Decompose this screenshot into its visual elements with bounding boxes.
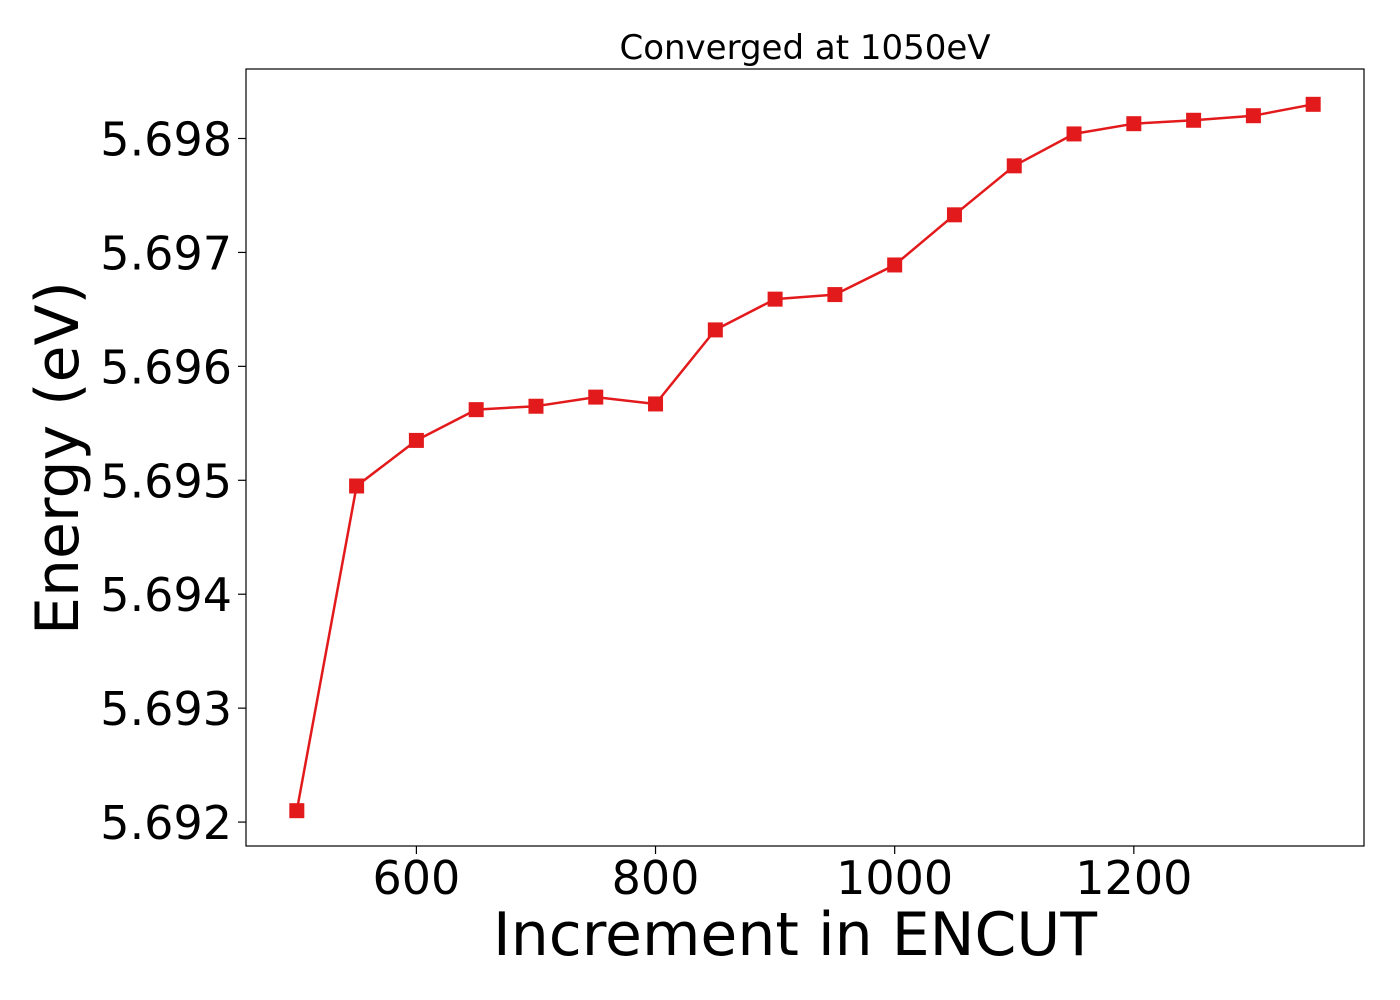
y-tick-label: 5.693 (100, 682, 232, 736)
y-tick-label: 5.692 (100, 796, 232, 850)
data-point-marker (588, 389, 604, 405)
x-tick-label: 1000 (836, 851, 953, 905)
x-tick-label: 1200 (1075, 851, 1192, 905)
data-point-marker (648, 396, 664, 412)
data-point-marker (1245, 108, 1261, 124)
data-point-marker (887, 257, 903, 273)
data-point-marker (408, 432, 424, 448)
x-axis-label: Increment in ENCUT (493, 900, 1097, 970)
axes-frame (245, 68, 1365, 847)
x-tick-label: 800 (612, 851, 700, 905)
data-point-marker (468, 402, 484, 418)
y-tick-label: 5.696 (100, 340, 232, 394)
y-tick-label: 5.694 (100, 568, 232, 622)
data-point-marker (1066, 126, 1082, 142)
data-point-marker (1186, 112, 1202, 128)
data-point-marker (1006, 158, 1022, 174)
y-tick-label: 5.697 (100, 226, 232, 280)
data-point-marker (946, 207, 962, 223)
data-point-marker (349, 478, 365, 494)
data-point-marker (1126, 116, 1142, 132)
x-tick-label: 600 (372, 851, 460, 905)
y-axis-ticks: 5.692 5.693 5.694 5.695 5.696 5.697 5.698 (100, 112, 246, 850)
data-point-marker (528, 398, 544, 414)
x-axis-ticks: 600 800 1000 1200 (372, 846, 1192, 905)
data-point-marker (289, 803, 305, 819)
data-point-marker (707, 322, 723, 338)
data-point-marker (767, 291, 783, 307)
series-line (295, 103, 1314, 811)
y-tick-label: 5.695 (100, 454, 232, 508)
y-tick-label: 5.698 (100, 112, 232, 166)
chart-title: Converged at 1050eV (619, 28, 990, 68)
plot-area (289, 96, 1321, 819)
y-axis-label: Energy (eV) (23, 281, 93, 635)
data-point-marker (827, 287, 843, 303)
data-point-marker (1305, 96, 1321, 112)
